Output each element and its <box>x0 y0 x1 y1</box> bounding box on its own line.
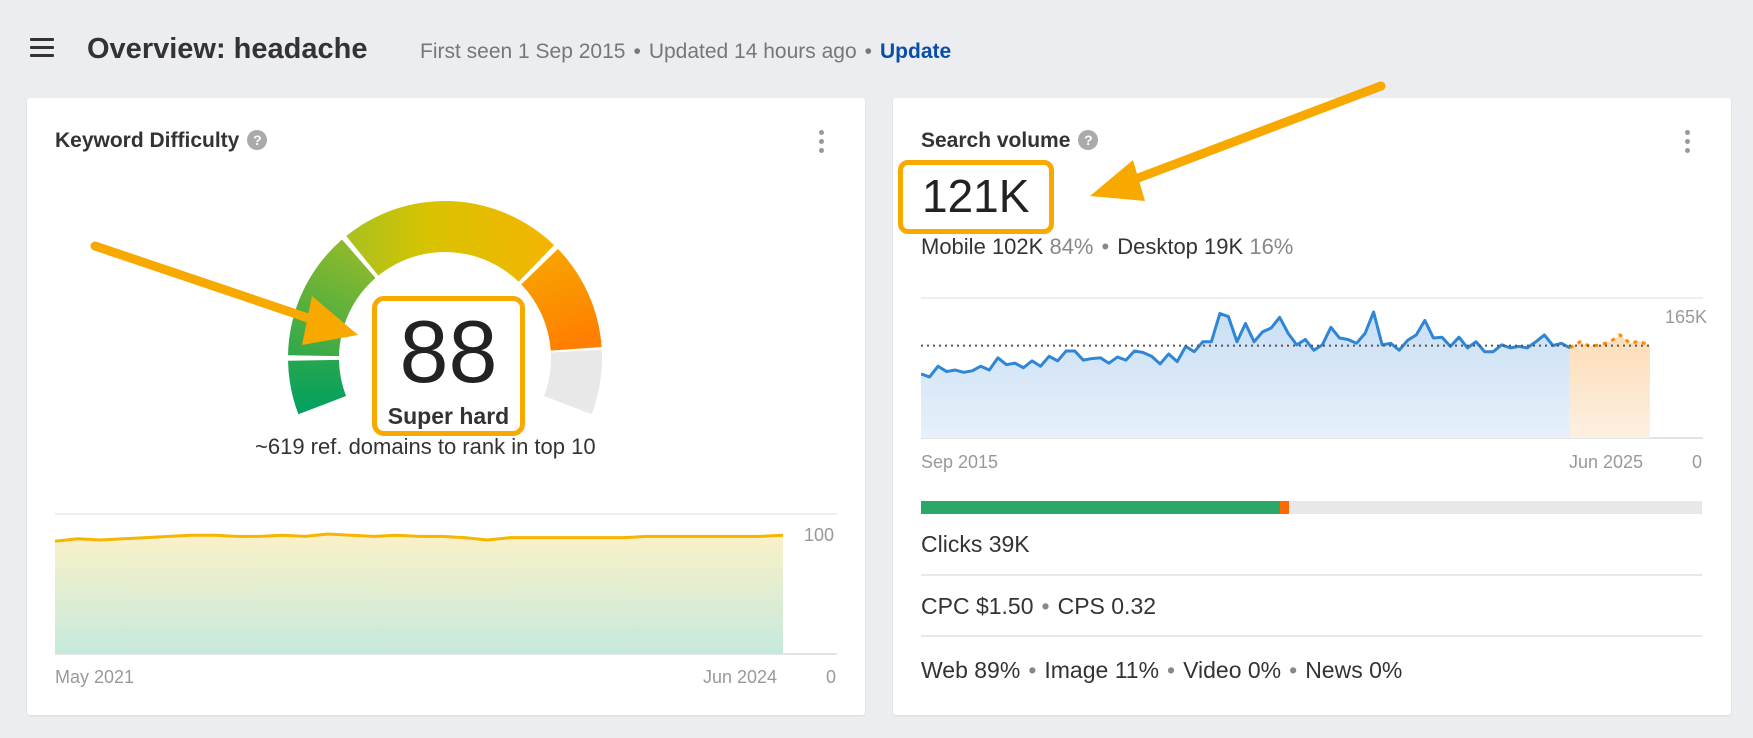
gauge-segment-medium <box>288 239 376 357</box>
sv-more-icon[interactable] <box>1683 130 1691 156</box>
kd-series-line <box>55 532 784 543</box>
kd-history-chart <box>55 513 837 655</box>
page-title: Overview: headache <box>87 33 368 65</box>
update-link[interactable]: Update <box>880 40 952 63</box>
first-seen: First seen 1 Sep 2015 <box>420 40 626 63</box>
divider <box>921 574 1702 576</box>
clicks-bar-organic <box>921 501 1281 514</box>
sv-device-split: Mobile 102K 84% • Desktop 19K 16% <box>921 234 1294 259</box>
divider <box>921 635 1702 637</box>
gauge-segment-hard <box>346 200 555 282</box>
cpc-cps: CPC $1.50 • CPS 0.32 <box>921 593 1157 619</box>
kd-score: 88 <box>399 302 498 401</box>
help-icon[interactable]: ? <box>1078 130 1099 150</box>
sv-history-area <box>921 312 1570 438</box>
gauge-segment-very-hard <box>521 248 602 351</box>
clicks: Clicks 39K <box>921 531 1030 557</box>
kd-y-max: 100 <box>804 525 835 545</box>
sv-forecast-line <box>1569 333 1651 350</box>
kd-y-min: 0 <box>826 667 837 687</box>
gauge-segment-remaining <box>543 349 602 415</box>
sv-forecast-area <box>1570 334 1650 438</box>
clicks-bar-paid <box>1280 501 1289 514</box>
serp-features: Web 89% • Image 11% • Video 0% • News 0% <box>921 657 1403 683</box>
sv-history-line <box>921 310 1571 379</box>
gauge-segment-easy <box>288 359 347 415</box>
kd-score-box: 88 Super hard <box>372 296 525 436</box>
sv-y-max: 165K <box>1665 307 1708 327</box>
kd-series-area <box>55 534 783 654</box>
sv-y-min: 0 <box>1692 452 1703 472</box>
clicks-bar <box>921 501 1702 514</box>
sv-x-end: Jun 2025 <box>1569 452 1644 472</box>
sv-value: 121K <box>922 170 1030 222</box>
sv-history-chart <box>921 297 1703 439</box>
sv-value-box: 121K <box>898 160 1054 234</box>
page-meta: First seen 1 Sep 2015 • Updated 14 hours a… <box>420 40 952 63</box>
sv-x-start: Sep 2015 <box>921 452 999 472</box>
updated-time: Updated 14 hours ago <box>648 40 857 63</box>
sv-title: Search volume? <box>921 129 1099 153</box>
kd-title: Keyword Difficulty? <box>55 129 268 153</box>
kd-note: ~619 ref. domains to rank in top 10 <box>255 434 596 459</box>
help-icon[interactable]: ? <box>247 130 268 150</box>
kd-x-end: Jun 2024 <box>703 667 778 687</box>
kd-more-icon[interactable] <box>817 130 825 156</box>
menu-icon[interactable] <box>30 38 54 58</box>
kd-label: Super hard <box>387 403 510 429</box>
kd-x-start: May 2021 <box>55 667 135 687</box>
